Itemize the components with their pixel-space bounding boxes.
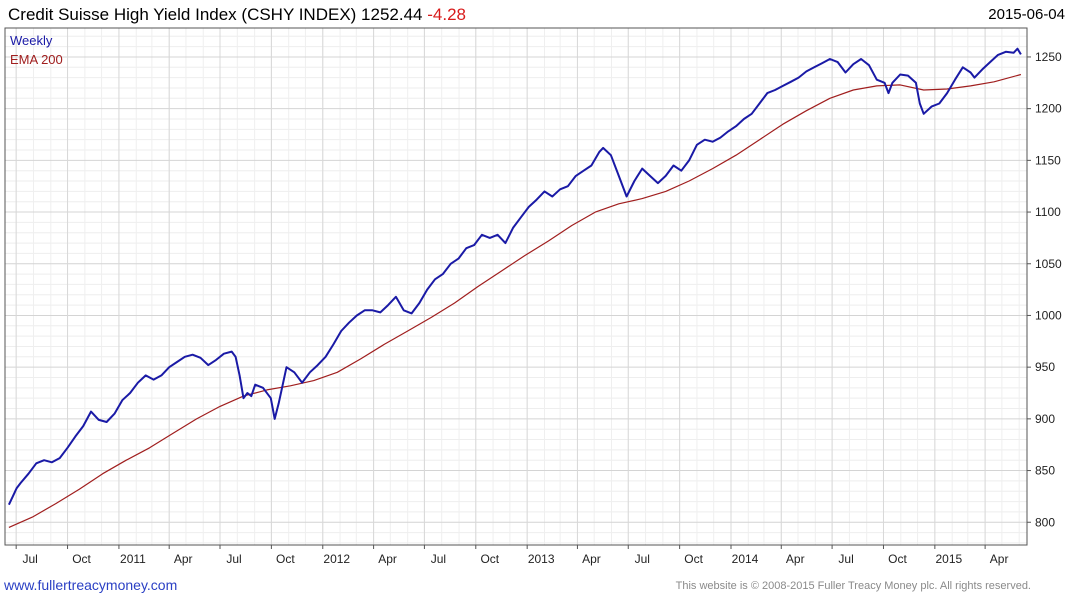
x-tick-label: Apr bbox=[582, 552, 601, 566]
y-tick-label: 1250 bbox=[1035, 50, 1062, 64]
y-tick-label: 1200 bbox=[1035, 102, 1062, 116]
x-tick-label: Oct bbox=[276, 552, 295, 566]
x-tick-label: Apr bbox=[990, 552, 1009, 566]
chart-title-text: Credit Suisse High Yield Index (CSHY IND… bbox=[8, 5, 423, 24]
weekly-price-line bbox=[7, 47, 1022, 506]
x-tick-label: Oct bbox=[684, 552, 703, 566]
y-tick-label: 800 bbox=[1035, 515, 1055, 529]
x-tick-label: Jul bbox=[838, 552, 853, 566]
price-change: -4.28 bbox=[427, 5, 466, 24]
y-tick-label: 950 bbox=[1035, 360, 1055, 374]
x-tick-label: Apr bbox=[174, 552, 193, 566]
x-tick-label: Apr bbox=[378, 552, 397, 566]
legend-weekly: Weekly bbox=[10, 33, 53, 48]
x-tick-label: 2013 bbox=[528, 552, 555, 566]
x-tick-label: Oct bbox=[72, 552, 91, 566]
x-tick-label: Jul bbox=[635, 552, 650, 566]
y-tick-label: 1050 bbox=[1035, 257, 1062, 271]
x-tick-label: Jul bbox=[22, 552, 37, 566]
x-tick-label: 2014 bbox=[732, 552, 759, 566]
site-link[interactable]: www.fullertreacymoney.com bbox=[4, 577, 178, 593]
x-tick-label: Apr bbox=[786, 552, 805, 566]
y-tick-label: 1150 bbox=[1035, 153, 1061, 167]
x-tick-label: Jul bbox=[431, 552, 446, 566]
y-tick-label: 900 bbox=[1035, 412, 1055, 426]
price-chart: 800 850 900 950 1000 1050 1100 1150 1200 1250 Jul O… bbox=[4, 27, 1062, 566]
x-tick-label: Jul bbox=[226, 552, 241, 566]
x-tick-label: Oct bbox=[888, 552, 907, 566]
chart-title: Credit Suisse High Yield Index (CSHY IND… bbox=[8, 5, 466, 25]
x-tick-label: Oct bbox=[480, 552, 499, 566]
x-tick-label: 2012 bbox=[323, 552, 350, 566]
x-tick-label: 2011 bbox=[120, 552, 146, 566]
chart-date: 2015-06-04 bbox=[988, 6, 1065, 23]
copyright-notice: This website is © 2008-2015 Fuller Treac… bbox=[675, 580, 1031, 592]
y-tick-label: 1000 bbox=[1035, 308, 1062, 322]
y-tick-label: 1100 bbox=[1035, 205, 1061, 219]
ema-200-line bbox=[8, 73, 1022, 528]
plot-frame bbox=[4, 27, 1028, 546]
y-tick-label: 850 bbox=[1035, 464, 1055, 478]
x-tick-label: 2015 bbox=[936, 552, 963, 566]
legend-ema-200: EMA 200 bbox=[10, 52, 63, 67]
